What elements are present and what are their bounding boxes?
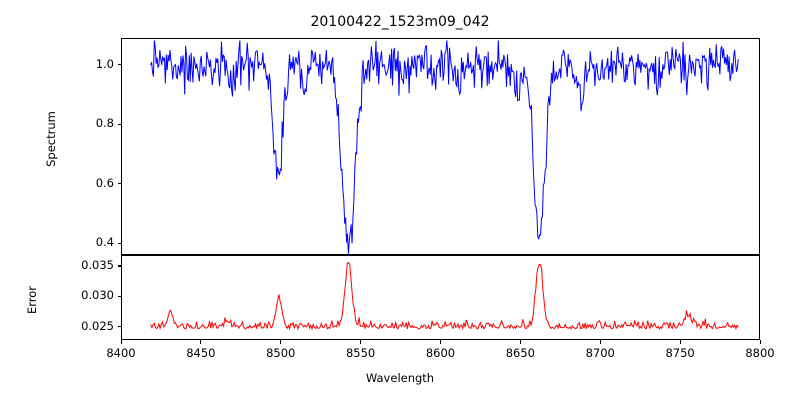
- y-tick-mark: [117, 326, 121, 328]
- x-tick-mark: [759, 340, 761, 344]
- x-tick-label: 8450: [186, 346, 216, 360]
- y-tick-label: 1.0: [95, 56, 114, 71]
- x-tick-mark: [599, 340, 601, 344]
- y-tick-mark: [117, 183, 121, 185]
- error-axis-label: Error: [25, 285, 39, 315]
- wavelength-axis-label: Wavelength: [365, 371, 435, 385]
- x-tick-mark: [519, 340, 521, 344]
- x-tick-mark: [200, 340, 202, 344]
- y-tick-label: 0.035: [81, 257, 114, 272]
- x-tick-label: 8500: [266, 346, 296, 360]
- y-tick-label: 0.4: [95, 235, 114, 250]
- x-tick-label: 8650: [505, 346, 536, 360]
- y-tick-label: 0.030: [81, 288, 114, 303]
- x-tick-label: 8400: [106, 346, 136, 360]
- x-tick-mark: [120, 340, 122, 344]
- x-tick-mark: [280, 340, 282, 344]
- spectrum-data-line: [151, 40, 739, 254]
- y-tick-label: 0.6: [95, 175, 114, 190]
- y-tick-mark: [117, 123, 121, 125]
- x-tick-mark: [440, 340, 442, 344]
- x-tick-label: 8700: [585, 346, 615, 360]
- x-tick-label: 8550: [345, 346, 376, 360]
- y-tick-label: 0.025: [81, 318, 114, 333]
- x-tick-label: 8600: [425, 346, 456, 360]
- page-title: 20100422_1523m09_042: [310, 14, 490, 30]
- x-tick-mark: [360, 340, 362, 344]
- x-tick-mark: [679, 340, 681, 344]
- y-tick-mark: [117, 265, 121, 267]
- x-tick-label: 8750: [665, 346, 695, 360]
- error-line-chart: [122, 256, 759, 339]
- y-tick-mark: [117, 295, 121, 297]
- error-plot-area: [121, 255, 760, 340]
- y-tick-mark: [117, 242, 121, 244]
- error-data-line: [151, 263, 739, 329]
- y-tick-mark: [117, 64, 121, 66]
- y-tick-label: 0.8: [95, 116, 114, 131]
- spectrum-plot-area: [121, 38, 760, 255]
- x-tick-label: 8800: [745, 346, 775, 360]
- spectrum-line-chart: [122, 39, 759, 254]
